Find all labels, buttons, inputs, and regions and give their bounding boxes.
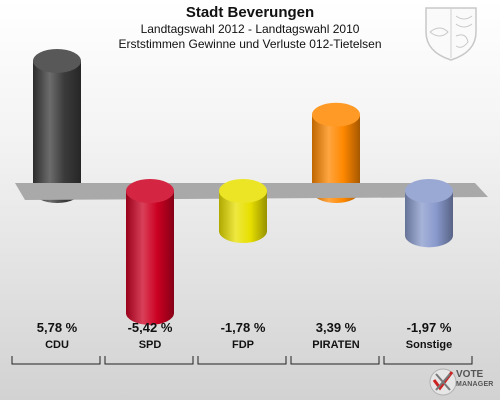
chart-subtitle-election: Landtagswahl 2012 - Landtagswahl 2010 xyxy=(140,22,360,36)
category-label-sonstige: Sonstige xyxy=(405,339,453,351)
logo-text-line2: MANAGER xyxy=(456,381,494,388)
category-bracket-spd xyxy=(104,356,194,365)
bar-sonstige xyxy=(405,179,453,248)
category-label-spd: SPD xyxy=(138,339,162,351)
chart-title: Stadt Beverungen xyxy=(185,4,315,21)
vote-manager-logo-text: VOTE MANAGER xyxy=(456,370,500,390)
bar-spd xyxy=(126,179,174,325)
category-bracket-fdp xyxy=(197,356,287,365)
coat-of-arms-icon xyxy=(425,7,477,61)
bar-piraten xyxy=(312,102,360,203)
bar-fdp xyxy=(219,179,267,244)
value-label-piraten: 3,39 % xyxy=(315,320,357,335)
chart-subtitle-district: Erststimmen Gewinne und Verluste 012-Tie… xyxy=(118,37,382,51)
value-label-spd: -5,42 % xyxy=(127,320,173,335)
category-label-cdu: CDU xyxy=(45,339,69,351)
category-bracket-piraten xyxy=(290,356,380,365)
bar-cdu xyxy=(33,48,81,204)
category-label-piraten: PIRATEN xyxy=(312,339,360,351)
vote-manager-logo-icon xyxy=(429,368,457,396)
value-label-fdp: -1,78 % xyxy=(220,320,266,335)
logo-text-line1: VOTE xyxy=(456,369,484,380)
category-label-fdp: FDP xyxy=(232,339,254,351)
category-bracket-sonstige xyxy=(383,356,473,365)
value-label-sonstige: -1,97 % xyxy=(406,320,452,335)
category-bracket-cdu xyxy=(11,356,101,365)
value-label-cdu: 5,78 % xyxy=(36,320,78,335)
